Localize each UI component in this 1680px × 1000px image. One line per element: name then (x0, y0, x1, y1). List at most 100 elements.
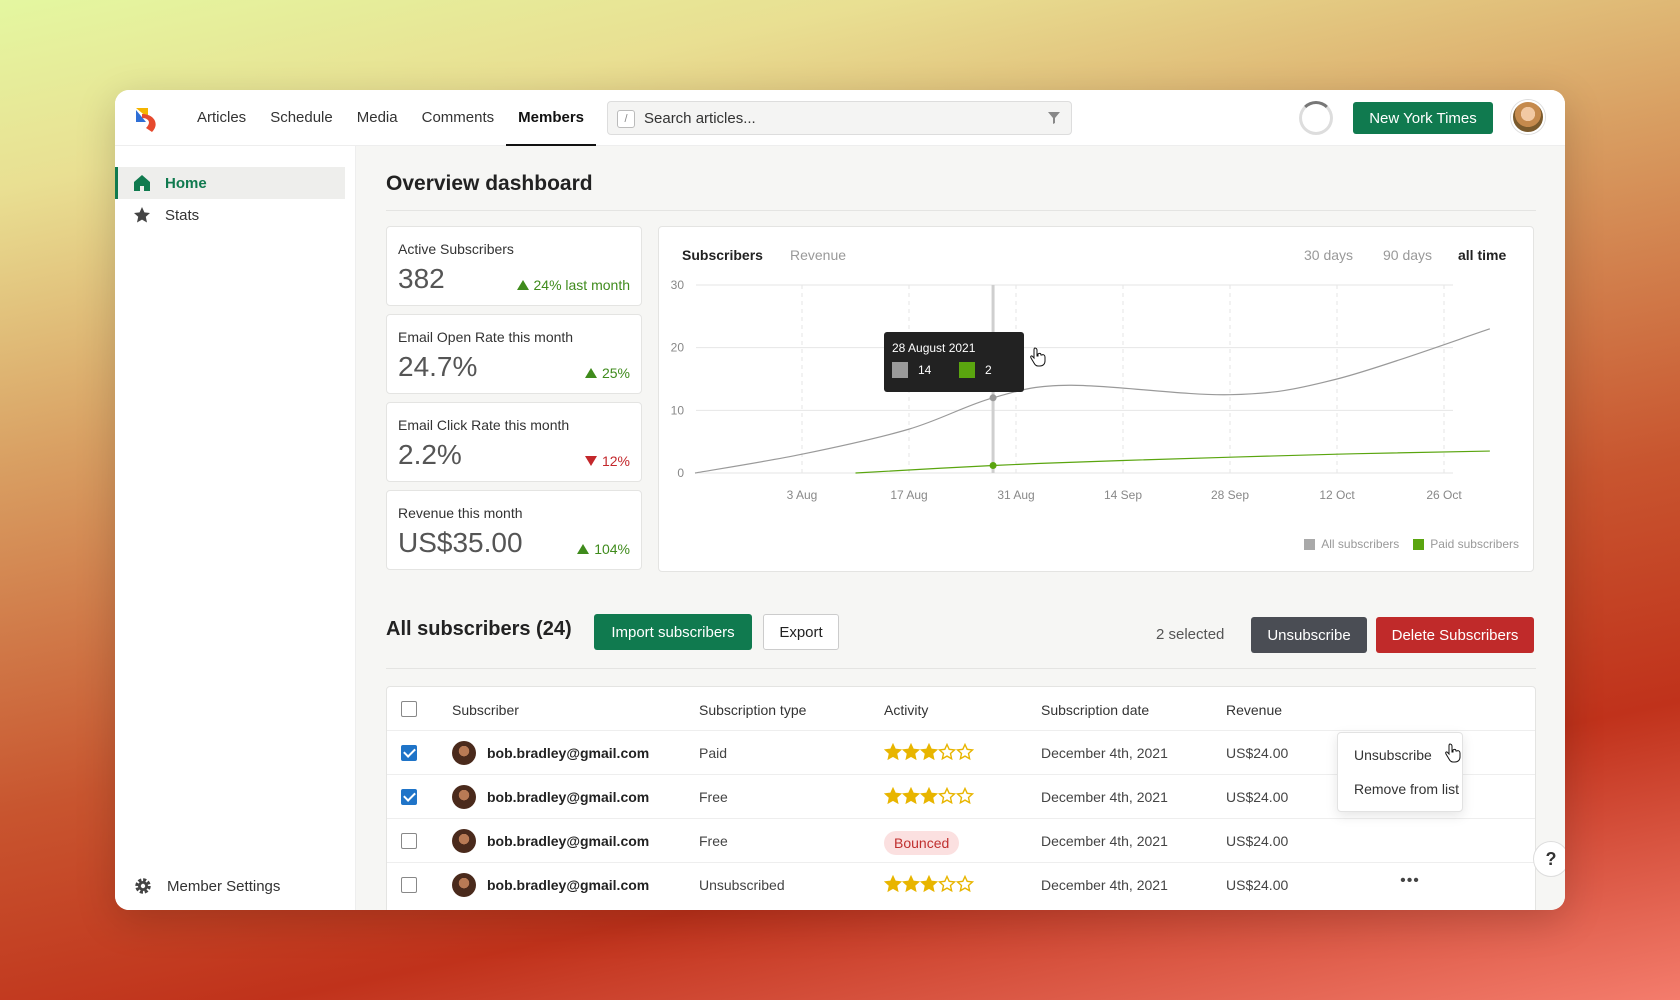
main-content: Overview dashboard Active Subscribers 38… (356, 146, 1565, 910)
subscription-date: December 4th, 2021 (1041, 789, 1168, 805)
tab-revenue[interactable]: Revenue (790, 247, 847, 263)
column-header[interactable]: Activity (884, 702, 929, 718)
gear-icon (135, 878, 151, 894)
column-header[interactable]: Subscription date (1041, 702, 1150, 718)
table-row[interactable]: bob.bradley@gmail.com Paid December 4th,… (387, 730, 1535, 774)
stat-value: 2.2% (398, 439, 462, 470)
stat-card-click-rate: Email Click Rate this month 2.2% 12% (386, 402, 642, 482)
legend-paid-subscribers[interactable]: Paid subscribers (1413, 537, 1519, 551)
avatar (452, 785, 476, 809)
stat-change: 104% (577, 541, 630, 557)
trend-up-icon (584, 368, 597, 378)
range-90-days[interactable]: 90 days (1383, 247, 1433, 263)
subscription-date: December 4th, 2021 (1041, 745, 1168, 761)
star-filled-icon (884, 743, 902, 761)
tooltip-all-value: 14 (918, 363, 932, 377)
column-header[interactable]: Subscription type (699, 702, 807, 718)
subscription-type: Paid (699, 745, 728, 761)
star-filled-icon (902, 787, 920, 805)
delete-subscribers-button[interactable]: Delete Subscribers (1376, 617, 1534, 653)
user-avatar[interactable] (1511, 100, 1545, 134)
x-tick-label: 14 Sep (1104, 488, 1142, 502)
stat-label: Revenue this month (398, 505, 523, 521)
sidebar: Home Stats Member Settings (115, 146, 356, 910)
stat-change-text: 12% (601, 453, 630, 469)
app-logo[interactable] (132, 104, 162, 134)
y-tick-label: 0 (677, 466, 684, 480)
stat-label: Active Subscribers (398, 241, 514, 257)
table-row[interactable]: bob.bradley@gmail.com Free December 4th,… (387, 774, 1535, 818)
nav-articles[interactable]: Articles (197, 109, 247, 126)
help-button[interactable]: ? (1533, 841, 1565, 877)
chart-tooltip: 28 August 2021 14 2 (884, 332, 1024, 392)
tooltip-all-swatch (892, 362, 908, 378)
stat-value: 382 (398, 263, 445, 294)
nav-media[interactable]: Media (356, 109, 398, 126)
star-empty-icon (956, 787, 974, 805)
publication-switch-button[interactable]: New York Times (1353, 102, 1493, 134)
column-header[interactable]: Revenue (1226, 702, 1283, 718)
import-subscribers-button[interactable]: Import subscribers (594, 614, 752, 650)
subscribers-line-chart[interactable]: 0 10 20 30 3 Aug 17 Aug 31 Aug 14 Sep 28 Sep 12 O… (659, 227, 1535, 527)
star-empty-icon (938, 787, 956, 805)
search-bar[interactable]: / (607, 101, 1072, 135)
nav-schedule[interactable]: Schedule (270, 109, 333, 126)
y-tick-label: 20 (671, 341, 685, 355)
subscriber-email[interactable]: bob.bradley@gmail.com (487, 745, 650, 761)
revenue-value: US$24.00 (1226, 789, 1289, 805)
member-settings-label: Member Settings (167, 877, 281, 895)
top-navigation: Articles Schedule Media Comments Members… (115, 90, 1565, 146)
title-divider (386, 210, 1536, 211)
sidebar-item-home[interactable]: Home (115, 167, 345, 199)
activity-rating (884, 787, 974, 805)
nav-members[interactable]: Members (506, 90, 596, 146)
avatar (452, 829, 476, 853)
stat-change-text: 104% (594, 541, 630, 557)
trend-up-icon (577, 544, 590, 554)
row-checkbox[interactable] (401, 833, 417, 849)
revenue-value: US$24.00 (1226, 745, 1289, 761)
sidebar-item-stats[interactable]: Stats (115, 199, 345, 231)
export-button[interactable]: Export (763, 614, 839, 650)
row-checkbox[interactable] (401, 745, 417, 761)
search-input[interactable] (644, 102, 1024, 134)
unsubscribe-button[interactable]: Unsubscribe (1251, 617, 1367, 653)
column-header[interactable]: Subscriber (452, 702, 519, 718)
y-tick-label: 30 (671, 278, 685, 292)
x-tick-label: 12 Oct (1319, 488, 1355, 502)
activity-rating (884, 875, 974, 893)
legend-all-subscribers[interactable]: All subscribers (1304, 537, 1399, 551)
hand-cursor-icon (1445, 743, 1461, 763)
avatar (452, 873, 476, 897)
star-filled-icon (902, 875, 920, 893)
member-settings-link[interactable]: Member Settings (133, 876, 280, 896)
tab-subscribers[interactable]: Subscribers (682, 247, 763, 263)
subscriber-email[interactable]: bob.bradley@gmail.com (487, 877, 650, 893)
legend-swatch (1304, 538, 1316, 550)
row-checkbox[interactable] (401, 877, 417, 893)
filter-icon[interactable] (1047, 111, 1061, 125)
star-empty-icon (956, 743, 974, 761)
tooltip-paid-value: 2 (985, 363, 992, 377)
stat-change-text: 25% (601, 365, 630, 381)
select-all-checkbox[interactable] (401, 701, 417, 717)
range-all-time[interactable]: all time (1458, 247, 1507, 263)
stat-change: 12% (584, 453, 630, 469)
subscriber-email[interactable]: bob.bradley@gmail.com (487, 833, 650, 849)
more-options-icon[interactable]: ••• (1400, 872, 1420, 889)
menu-item-unsubscribe[interactable]: Unsubscribe (1354, 747, 1432, 763)
subscriber-email[interactable]: bob.bradley@gmail.com (487, 789, 650, 805)
row-checkbox[interactable] (401, 789, 417, 805)
subscribers-table: Subscriber Subscription type Activity Su… (386, 686, 1536, 910)
range-30-days[interactable]: 30 days (1304, 247, 1354, 263)
bounced-badge: Bounced (884, 831, 960, 855)
table-row[interactable]: bob.bradley@gmail.com Free Bounced Decem… (387, 818, 1535, 862)
hover-point-paid (989, 461, 997, 469)
star-filled-icon (884, 787, 902, 805)
menu-item-remove-from-list[interactable]: Remove from list (1354, 781, 1460, 797)
chart-legend: All subscribers Paid subscribers (1290, 537, 1519, 551)
nav-comments[interactable]: Comments (421, 109, 495, 126)
table-row[interactable]: bob.bradley@gmail.com Unsubscribed Decem… (387, 862, 1535, 906)
tooltip-all: 14 (892, 362, 931, 378)
subscription-date: December 4th, 2021 (1041, 877, 1168, 893)
